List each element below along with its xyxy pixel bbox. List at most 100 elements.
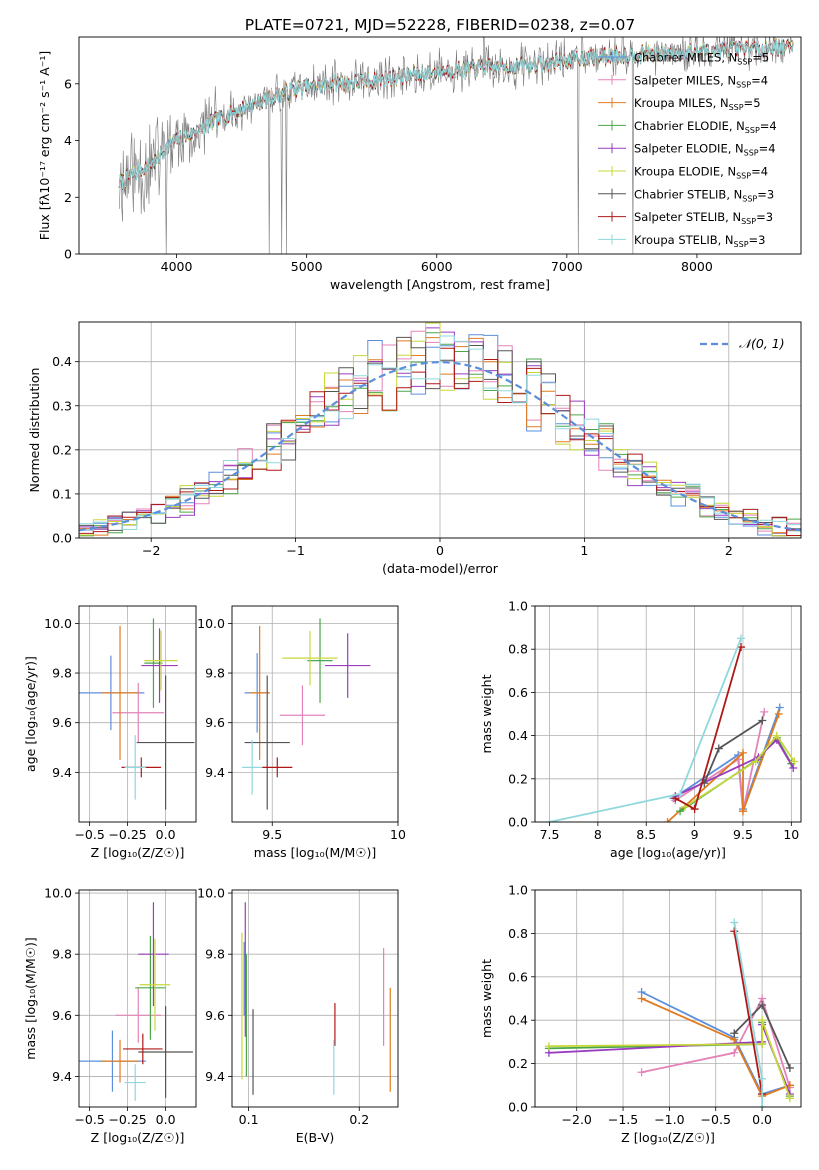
plus-marker	[714, 744, 723, 753]
panel-spectrum: 4000 5000 6000 7000 8000 0 2 4 6 wavelength [Angs…	[37, 36, 802, 292]
x-tick-label: −0.5	[701, 1112, 731, 1127]
x-axis-label: E(B-V)	[296, 1130, 335, 1145]
data-point-kroupa-elodie	[139, 938, 171, 1031]
legend-entry: Kroupa STELIB, NSSP=3	[634, 233, 766, 249]
series-line	[641, 996, 791, 1088]
x-tick-label: 9.5	[262, 827, 282, 842]
series-line	[672, 707, 781, 810]
data-point-chabrier-elodie	[135, 935, 166, 1040]
axes-frame	[78, 889, 197, 1108]
plus-marker	[730, 927, 739, 936]
y-tick-label: 10.0	[44, 616, 72, 631]
data-point-salpeter-elodie	[138, 902, 169, 1007]
data-point-chabrier-stelib	[138, 1006, 193, 1098]
plus-marker	[785, 1094, 794, 1103]
legend-subscript: SSP	[734, 240, 749, 249]
axes-mass-weight-vs-Z: −2.0 −1.5 −1.0 −0.5 0.0 0.0 0.2 0.4 0.6 0.8 1.0 Z […	[479, 883, 802, 1145]
legend-separator: , N	[718, 233, 734, 247]
legend-separator: , N	[728, 142, 744, 156]
x-tick-label: 7000	[551, 259, 583, 274]
x-tick-label: 9	[691, 827, 699, 842]
plus-marker	[758, 1040, 767, 1049]
x-tick-label: 2	[725, 543, 733, 558]
panel-mass-vs-ebv: 0.1 0.2 9.4 9.6 9.8 10.0 E(B-V)	[197, 886, 399, 1145]
x-tick-label: 0.2	[349, 1112, 369, 1127]
series-kroupa-stelib	[545, 634, 746, 822]
legend-label: Kroupa ELODIE	[634, 165, 720, 179]
x-tick-label: 1	[580, 543, 588, 558]
y-tick-label: 0.8	[508, 642, 528, 657]
data-point-chabrier-stelib	[136, 675, 195, 810]
data-point-kroupa-elodie	[282, 630, 338, 686]
x-tick-label: 0.0	[156, 827, 176, 842]
plus-marker	[751, 757, 760, 766]
data-point-kroupa-elodie	[144, 630, 178, 691]
series-kroupa-miles	[637, 994, 794, 1101]
y-tick-label: 9.8	[205, 666, 225, 681]
legend-subscript: SSP	[741, 217, 756, 226]
panel-mass-weight-vs-Z: −2.0 −1.5 −1.0 −0.5 0.0 0.0 0.2 0.4 0.6 0.8 1.0 Z […	[479, 883, 802, 1145]
legend-label: Salpeter STELIB	[634, 210, 725, 224]
data-point-salpeter-miles	[279, 685, 326, 746]
plot-area-age-vs-Z	[79, 618, 195, 810]
figure-title: PLATE=0721, MJD=52228, FIBERID=0238, z=0…	[245, 16, 635, 34]
plot-area-mass-weight-vs-Z	[544, 918, 794, 1107]
legend-nssp: 4	[769, 119, 776, 133]
series-chabrier-miles	[669, 703, 784, 814]
axes-age-vs-mass: 9.5 10 9.4 9.6 9.8 10.0 mass [log₁₀(M/M☉)]	[197, 605, 406, 860]
y-tick-label: 9.4	[205, 1069, 225, 1084]
x-tick-label: −2.0	[562, 1112, 592, 1127]
x-tick-label: −0.5	[74, 827, 104, 842]
series-kroupa-miles	[663, 710, 783, 822]
plus-marker	[774, 710, 783, 718]
y-tick-label: 10.0	[197, 886, 225, 901]
y-tick-label: 0	[64, 247, 72, 262]
data-point-salpeter-elodie	[325, 633, 371, 698]
x-axis-label: wavelength [Angstrom, rest frame]	[330, 277, 550, 292]
series-line	[666, 713, 780, 822]
y-tick-label: 9.6	[52, 1008, 72, 1023]
data-point-kroupa-stelib	[124, 1064, 146, 1101]
x-tick-label: 8	[594, 827, 602, 842]
grid-mass-weight-vs-age	[535, 605, 801, 823]
model-spectrum-kroupa-stelib	[118, 38, 794, 189]
legend-equals: =	[756, 210, 766, 224]
x-tick-label: 6000	[421, 259, 453, 274]
legend-entry: Salpeter STELIB, NSSP=3	[634, 210, 773, 226]
y-tick-label: 0.8	[508, 926, 528, 941]
legend-nssp: 5	[753, 96, 760, 110]
x-tick-label: 0.0	[752, 1112, 772, 1127]
axes-residuals: −2 −1 0 1 2 0.0 0.1 0.2 0.3 0.4 (data-model)/error…	[27, 321, 802, 576]
legend-subscript: SSP	[745, 126, 760, 135]
y-tick-label: 0.1	[52, 486, 72, 501]
plus-marker	[790, 757, 799, 766]
legend-subscript: SSP	[729, 103, 744, 112]
series-line	[548, 1019, 791, 1099]
series-line	[641, 997, 791, 1098]
legend-subscript: SSP	[736, 172, 751, 181]
data-point-chabrier-stelib	[244, 675, 290, 810]
data-point-salpeter-stelib	[123, 1033, 163, 1065]
series-kroupa-elodie	[544, 1016, 794, 1103]
y-axis-label: Flux [fλ10⁻¹⁷ erg cm⁻² s⁻¹ A⁻¹]	[37, 51, 52, 240]
x-tick-label: 10	[783, 827, 799, 842]
legend-equals: =	[759, 142, 769, 156]
series-chabrier-stelib	[700, 716, 767, 788]
plus-marker	[758, 1103, 767, 1107]
x-tick-label: −2	[142, 543, 160, 558]
x-tick-label: 0.0	[156, 1112, 176, 1127]
legend-equals: =	[744, 96, 754, 110]
y-tick-label: 10.0	[197, 616, 225, 631]
legend-label: 𝒩(0, 1)	[739, 336, 785, 351]
legend-entry: Chabrier MILES, NSSP=5	[634, 51, 769, 67]
legend-label: Salpeter ELODIE	[634, 142, 728, 156]
axes-mass-vs-ebv: 0.1 0.2 9.4 9.6 9.8 10.0 E(B-V)	[197, 886, 399, 1145]
data-point-chabrier-elodie	[307, 618, 333, 703]
data-point-salpeter-miles	[115, 987, 162, 1043]
y-tick-label: 9.8	[52, 666, 72, 681]
series-kroupa-elodie	[680, 731, 799, 811]
data-point-kroupa-stelib	[124, 735, 146, 800]
axes-frame	[78, 321, 802, 539]
legend-separator: , N	[721, 51, 737, 65]
x-axis-label: mass [log₁₀(M/M☉)]	[254, 845, 376, 860]
